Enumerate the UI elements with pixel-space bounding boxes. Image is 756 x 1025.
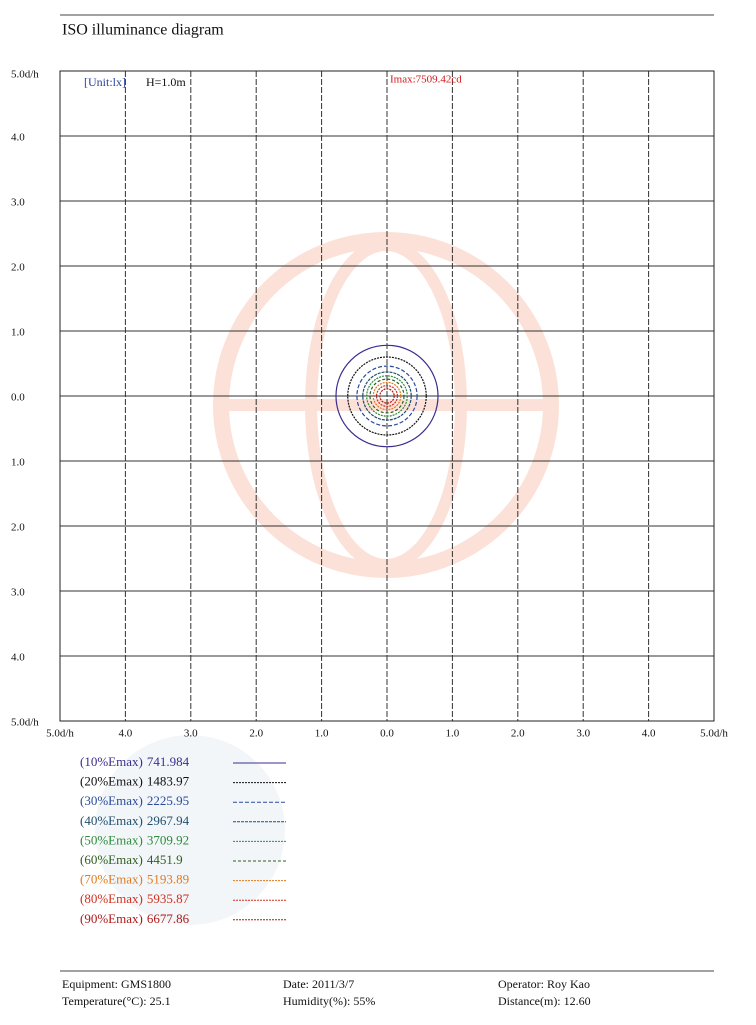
legend-entry: (80%Emax) 5935.87 bbox=[80, 891, 190, 906]
legend-entry: (50%Emax) 3709.92 bbox=[80, 832, 189, 847]
height-label: H=1.0m bbox=[146, 75, 186, 89]
legend-level: 741.984 bbox=[147, 754, 190, 769]
legend-name: (20%Emax) bbox=[80, 774, 143, 789]
legend-name: (10%Emax) bbox=[80, 754, 143, 769]
legend-name: (30%Emax) bbox=[80, 793, 143, 808]
footer-field: Operator: Roy Kao bbox=[498, 977, 590, 991]
y-tick-label: 2.0 bbox=[11, 522, 25, 534]
legend-level: 3709.92 bbox=[147, 832, 189, 847]
legend-level: 1483.97 bbox=[147, 774, 190, 789]
legend-entry: (20%Emax) 1483.97 bbox=[80, 774, 190, 789]
y-tick-label: 1.0 bbox=[11, 327, 25, 339]
contour-line bbox=[362, 371, 412, 421]
x-tick-label: 1.0 bbox=[315, 728, 329, 740]
y-tick-label: 2.0 bbox=[11, 262, 25, 274]
legend-name: (60%Emax) bbox=[80, 852, 143, 867]
legend-level: 6677.86 bbox=[147, 911, 190, 926]
title: ISO illuminance diagram bbox=[62, 22, 224, 39]
footer-field: Distance(m): 12.60 bbox=[498, 994, 591, 1008]
y-tick-label: 5.0d/h bbox=[11, 69, 39, 81]
legend-level: 5935.87 bbox=[147, 891, 190, 906]
footer-field: Humidity(%): 55% bbox=[283, 994, 375, 1008]
legend-entry: (90%Emax) 6677.86 bbox=[80, 911, 190, 926]
contour-line bbox=[347, 356, 427, 436]
y-tick-label: 0.0 bbox=[11, 392, 25, 404]
legend-level: 5193.89 bbox=[147, 872, 189, 887]
contour-line bbox=[375, 385, 399, 408]
legend-level: 2225.95 bbox=[147, 793, 189, 808]
x-tick-label: 0.0 bbox=[380, 728, 394, 740]
legend-entry: (40%Emax) 2967.94 bbox=[80, 813, 190, 828]
contour-line bbox=[372, 381, 402, 411]
y-tick-label: 4.0 bbox=[11, 652, 25, 664]
imax-label: Imax:7509.42cd bbox=[390, 74, 462, 86]
x-tick-label: 4.0 bbox=[642, 728, 656, 740]
legend-name: (80%Emax) bbox=[80, 891, 143, 906]
x-tick-label: 5.0d/h bbox=[46, 728, 74, 740]
contour-line bbox=[366, 375, 408, 417]
plot-border bbox=[59, 70, 715, 722]
x-tick-label: 2.0 bbox=[511, 728, 525, 740]
unit-label: [Unit:lx] bbox=[84, 75, 126, 89]
x-tick-label: 1.0 bbox=[446, 728, 460, 740]
legend-name: (40%Emax) bbox=[80, 813, 143, 828]
y-tick-label: 1.0 bbox=[11, 457, 25, 469]
y-tick-label: 5.0d/h bbox=[11, 717, 39, 729]
legend-entry: (10%Emax) 741.984 bbox=[80, 754, 190, 769]
x-tick-label: 2.0 bbox=[249, 728, 263, 740]
contour-line bbox=[369, 378, 405, 414]
x-tick-label: 4.0 bbox=[119, 728, 133, 740]
x-tick-label: 3.0 bbox=[184, 728, 198, 740]
legend-name: (50%Emax) bbox=[80, 832, 143, 847]
legend-name: (70%Emax) bbox=[80, 872, 143, 887]
x-tick-label: 3.0 bbox=[576, 728, 590, 740]
y-tick-label: 4.0 bbox=[11, 132, 25, 144]
legend-level: 4451.9 bbox=[147, 852, 183, 867]
legend-entry: (60%Emax) 4451.9 bbox=[80, 852, 183, 867]
footer-field: Date: 2011/3/7 bbox=[283, 977, 354, 991]
legend-name: (90%Emax) bbox=[80, 911, 143, 926]
legend-level: 2967.94 bbox=[147, 813, 190, 828]
y-tick-label: 3.0 bbox=[11, 197, 25, 209]
contour-line bbox=[379, 388, 395, 404]
legend-entry: (30%Emax) 2225.95 bbox=[80, 793, 189, 808]
legend-entry: (70%Emax) 5193.89 bbox=[80, 872, 189, 887]
contour-line bbox=[356, 365, 418, 427]
x-tick-label: 5.0d/h bbox=[700, 728, 728, 740]
footer-field: Temperature(°C): 25.1 bbox=[62, 994, 171, 1008]
footer-field: Equipment: GMS1800 bbox=[62, 977, 171, 991]
contour-line bbox=[335, 344, 439, 448]
y-tick-label: 3.0 bbox=[11, 587, 25, 599]
